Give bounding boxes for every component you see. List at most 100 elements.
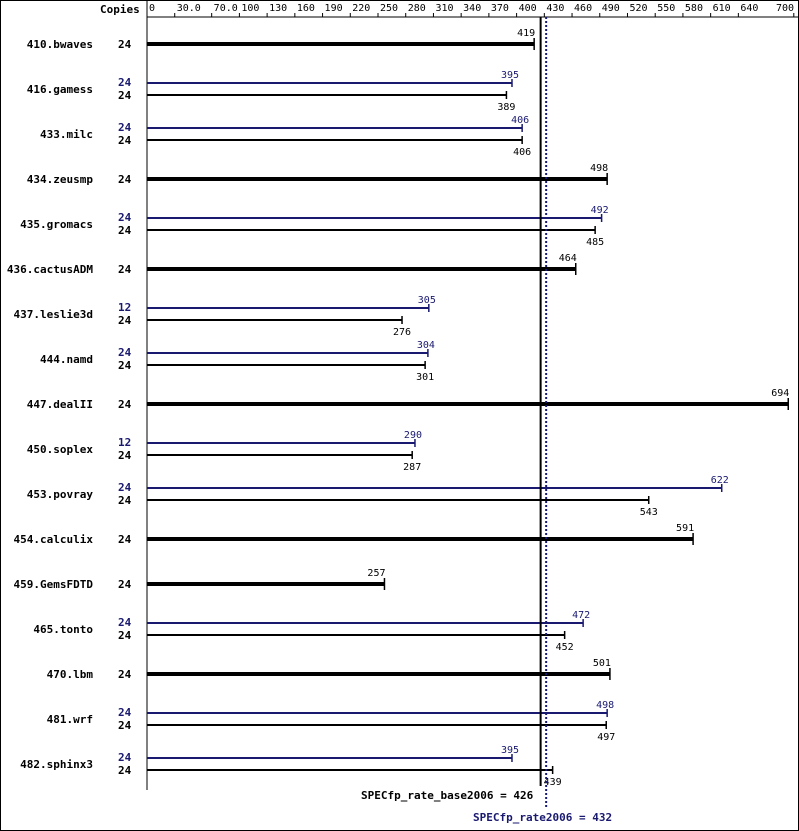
benchmark-name: 482.sphinx3 [20,758,93,771]
peak-value-label: 492 [591,205,609,216]
axis-tick-label: 400 [519,3,537,14]
axis-tick-label: 520 [629,3,647,14]
peak-copies: 24 [118,211,132,224]
base-value-label: 543 [640,507,658,518]
benchmark-row: 434.zeusmp 24 498 [27,163,608,186]
base-copies: 24 [118,494,132,507]
axis-tick-label: 640 [740,3,758,14]
benchmark-name: 447.dealII [27,398,93,411]
benchmark-name: 459.GemsFDTD [14,578,94,591]
peak-copies: 24 [118,346,132,359]
base-copies: 24 [118,449,132,462]
benchmark-row: 447.dealII 24 694 [27,388,790,411]
benchmark-name: 481.wrf [47,713,93,726]
base-copies: 24 [118,263,132,276]
benchmark-row: 410.bwaves 24 419 [27,28,535,51]
axis-tick-label: 610 [713,3,731,14]
benchmark-row: 482.sphinx3 24 395 24 439 [20,745,562,788]
base-copies: 24 [118,89,132,102]
benchmark-row: 459.GemsFDTD 24 257 [14,568,386,591]
axis-tick-label: 340 [463,3,481,14]
peak-copies: 24 [118,616,132,629]
peak-value-label: 498 [596,700,614,711]
axis-tick-label: 190 [325,3,343,14]
base-copies: 24 [118,629,132,642]
base-value-label: 276 [393,327,411,338]
benchmark-rows: 410.bwaves 24 419 416.gamess 24 395 24 389 433.m… [7,28,789,788]
base-value-label: 452 [556,642,574,653]
copies-header: Copies [100,3,140,16]
reference-lines [539,17,548,808]
peak-value-label: 622 [711,475,729,486]
axis-tick-label: 280 [408,3,426,14]
base-copies: 24 [118,173,132,186]
base-copies: 24 [118,398,132,411]
benchmark-row: 433.milc 24 406 24 406 [40,115,531,158]
peak-copies: 24 [118,121,132,134]
peak-value-label: 472 [572,610,590,621]
axis-tick-label: 490 [602,3,620,14]
benchmark-name: 410.bwaves [27,38,93,51]
axis-tick-label: 30.0 [177,3,201,14]
benchmark-row: 444.namd 24 304 24 301 [40,340,435,383]
peak-metric-label: SPECfp_rate2006 = 432 [473,811,612,824]
base-value-label: 497 [597,732,615,743]
axis-tick-label: 310 [435,3,453,14]
base-value-label: 485 [586,237,604,248]
benchmark-row: 481.wrf 24 498 24 497 [47,700,616,743]
base-metric-label: SPECfp_rate_base2006 = 426 [361,789,534,802]
base-copies: 24 [118,533,132,546]
base-value-label: 406 [513,147,531,158]
base-copies: 24 [118,764,132,777]
benchmark-row: 470.lbm 24 501 [47,658,611,681]
benchmark-name: 465.tonto [33,623,93,636]
benchmark-name: 450.soplex [27,443,94,456]
base-value-label: 389 [497,102,515,113]
base-copies: 24 [118,38,132,51]
peak-copies: 24 [118,76,132,89]
x-axis: 0 30.0 70.0 100 130 160 190 220 250 280 310 340 370 4… [146,0,798,790]
axis-tick-label: 700 [776,3,794,14]
benchmark-name: 454.calculix [14,533,94,546]
axis-tick-label: 370 [491,3,509,14]
axis-tick-label: 70.0 [214,3,238,14]
benchmark-row: 453.povray 24 622 24 543 [27,475,729,518]
peak-copies: 24 [118,706,132,719]
base-copies: 24 [118,359,132,372]
base-value-label: 257 [367,568,385,579]
base-copies: 24 [118,134,132,147]
axis-tick-label: 580 [685,3,703,14]
peak-value-label: 305 [418,295,436,306]
benchmark-row: 436.cactusADM 24 464 [7,253,577,276]
benchmark-name: 470.lbm [47,668,94,681]
benchmark-name: 436.cactusADM [7,263,93,276]
base-value-label: 498 [590,163,608,174]
axis-tick-label: 0 [149,3,155,14]
benchmark-name: 433.milc [40,128,93,141]
peak-copies: 12 [118,301,131,314]
benchmark-name: 453.povray [27,488,94,501]
base-copies: 24 [118,314,132,327]
axis-tick-label: 250 [380,3,398,14]
axis-tick-label: 430 [546,3,564,14]
base-value-label: 501 [593,658,611,669]
base-value-label: 287 [403,462,421,473]
benchmark-row: 465.tonto 24 472 24 452 [33,610,590,653]
benchmark-name: 437.leslie3d [14,308,93,321]
axis-tick-label: 130 [269,3,287,14]
peak-copies: 12 [118,436,131,449]
base-value-label: 591 [676,523,694,534]
benchmark-row: 435.gromacs 24 492 24 485 [20,205,608,248]
peak-copies: 24 [118,481,132,494]
peak-value-label: 406 [511,115,529,126]
axis-tick-label: 100 [241,3,259,14]
benchmark-name: 435.gromacs [20,218,93,231]
axis-tick-label: 220 [352,3,370,14]
benchmark-row: 454.calculix 24 591 [14,523,695,546]
base-value-label: 694 [771,388,789,399]
peak-value-label: 290 [404,430,422,441]
axis-tick-label: 550 [657,3,675,14]
axis-tick-label: 160 [297,3,315,14]
base-copies: 24 [118,719,132,732]
